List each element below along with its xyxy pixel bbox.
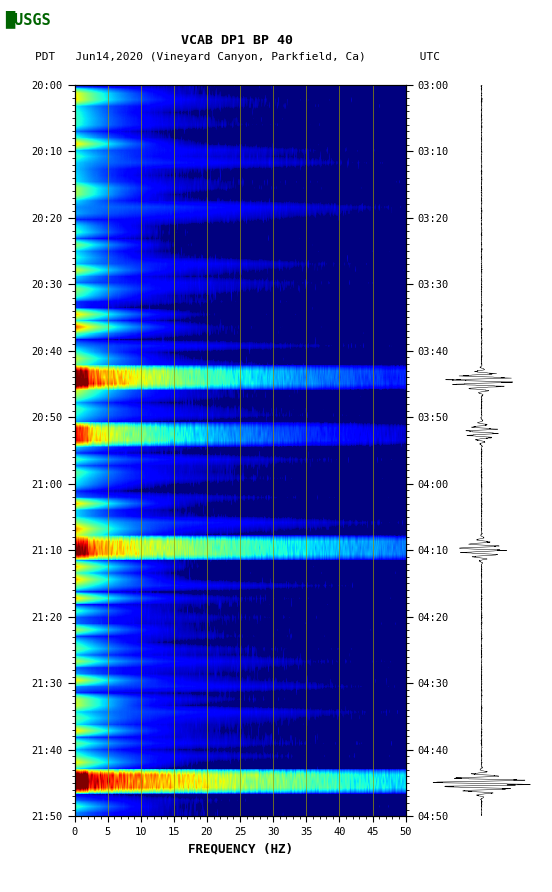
Text: VCAB DP1 BP 40: VCAB DP1 BP 40	[182, 34, 293, 46]
Text: █USGS: █USGS	[6, 10, 51, 28]
X-axis label: FREQUENCY (HZ): FREQUENCY (HZ)	[188, 842, 293, 855]
Text: PDT   Jun14,2020 (Vineyard Canyon, Parkfield, Ca)        UTC: PDT Jun14,2020 (Vineyard Canyon, Parkfie…	[35, 52, 440, 62]
